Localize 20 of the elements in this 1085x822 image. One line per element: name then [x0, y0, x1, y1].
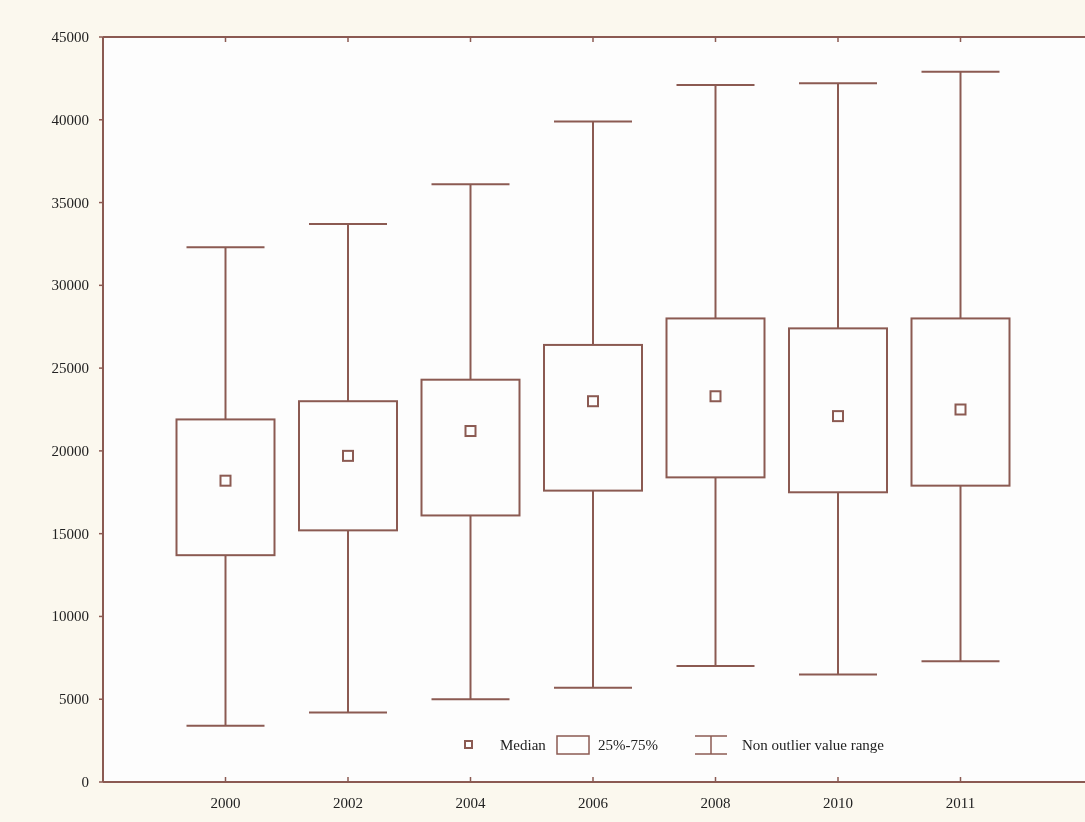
y-tick-label: 20000: [51, 442, 89, 459]
y-tick-label: 25000: [51, 360, 89, 377]
y-tick-label: 45000: [51, 29, 89, 45]
y-tick-label: 10000: [51, 608, 89, 625]
x-tick-label: 2006: [578, 795, 609, 811]
y-tick-label: 30000: [51, 277, 89, 294]
annotation: 25%-75%: [598, 737, 658, 753]
x-tick-label: 2000: [210, 795, 241, 811]
y-tick-label: 0: [81, 774, 89, 790]
x-tick-label: 2008: [700, 795, 731, 811]
x-tick-label: 2004: [455, 795, 486, 811]
y-tick-label: 15000: [51, 525, 89, 542]
annotation: Non outlier value range: [742, 737, 885, 753]
y-tick-label: 35000: [51, 194, 89, 211]
x-tick-label: 2011: [945, 795, 976, 811]
x-tick-label: 2002: [333, 795, 363, 811]
y-tick-label: 5000: [59, 691, 89, 708]
y-tick-label: 40000: [51, 111, 89, 128]
annotation: Median: [500, 737, 547, 753]
x-tick-label: 2010: [823, 795, 853, 811]
